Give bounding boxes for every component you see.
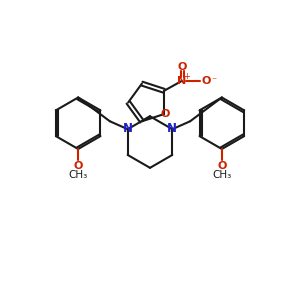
Text: CH₃: CH₃ xyxy=(212,170,232,180)
Text: N: N xyxy=(177,76,187,86)
Text: N: N xyxy=(167,122,177,135)
Text: O: O xyxy=(217,161,226,171)
Text: +: + xyxy=(183,72,190,81)
Text: ⁻: ⁻ xyxy=(212,76,217,86)
Text: O: O xyxy=(177,62,187,72)
Text: O: O xyxy=(202,76,211,86)
Text: N: N xyxy=(123,122,133,135)
Text: CH₃: CH₃ xyxy=(68,170,88,180)
Text: O: O xyxy=(74,161,83,171)
Text: O: O xyxy=(160,109,170,119)
